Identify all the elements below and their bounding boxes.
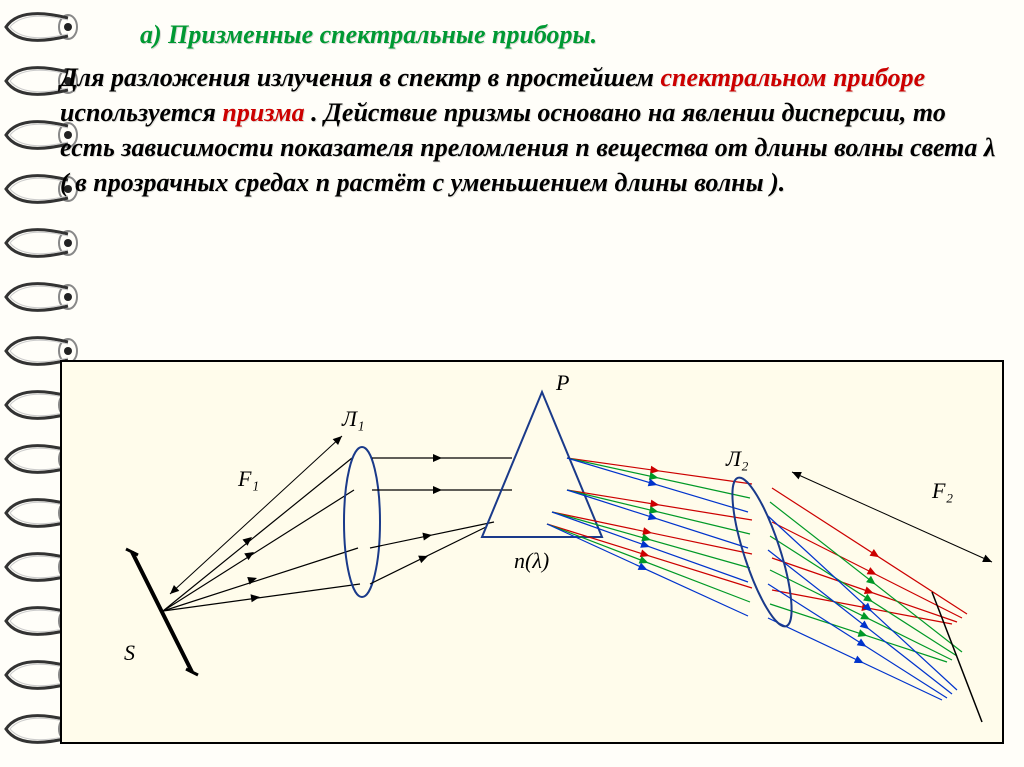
section-title: а) Призменные спектральные приборы. xyxy=(140,20,1004,50)
svg-text:F₁: F₁ xyxy=(237,466,259,491)
svg-text:P: P xyxy=(555,370,569,395)
svg-text:F₂: F₂ xyxy=(931,478,953,503)
svg-text:Л₂: Л₂ xyxy=(725,446,749,471)
para-seg-3: используется xyxy=(60,98,222,127)
svg-text:n(λ): n(λ) xyxy=(514,548,549,573)
para-seg-4: призма xyxy=(222,98,304,127)
para-seg-2: спектральном приборе xyxy=(660,63,925,92)
paragraph: Для разложения излучения в спектр в прос… xyxy=(60,60,1004,200)
svg-text:S: S xyxy=(124,640,135,665)
para-seg-1: Для разложения излучения в спектр в прос… xyxy=(60,63,660,92)
svg-text:Л₁: Л₁ xyxy=(341,406,365,431)
prism-diagram: S F₁ Л₁ Pn(λ) Л₂ F₂ xyxy=(60,360,1004,744)
text-block: а) Призменные спектральные приборы. Для … xyxy=(60,20,1004,200)
